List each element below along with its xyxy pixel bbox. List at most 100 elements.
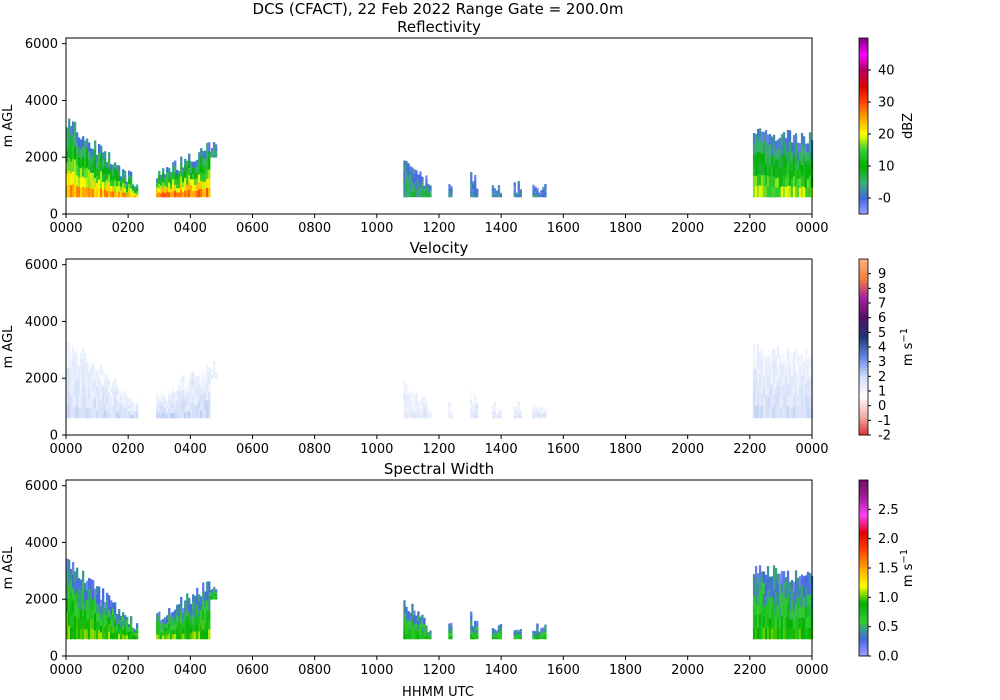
heatmap-cell	[209, 375, 212, 378]
heatmap-cell	[491, 191, 495, 194]
heatmap-cell	[784, 157, 788, 168]
heatmap-cell	[116, 406, 119, 413]
heatmap-cell	[124, 394, 127, 400]
heatmap-cell	[407, 615, 410, 621]
heatmap-cell	[413, 624, 416, 630]
heatmap-cell	[116, 394, 119, 401]
heatmap-cell	[470, 399, 473, 405]
heatmap-cell	[798, 354, 802, 366]
heatmap-cell	[766, 578, 770, 591]
colorbar-step	[859, 314, 868, 319]
heatmap-cell	[808, 366, 812, 378]
heatmap-cell	[184, 384, 187, 390]
heatmap-cell	[497, 189, 501, 192]
heatmap-cell	[84, 150, 87, 160]
heatmap-cell	[96, 630, 99, 640]
heatmap-cell	[174, 614, 177, 620]
heatmap-cell	[513, 416, 516, 419]
heatmap-cell	[90, 599, 93, 610]
heatmap-cell	[790, 580, 794, 591]
heatmap-cell	[768, 155, 772, 166]
heatmap-cell	[802, 370, 806, 381]
heatmap-cell	[200, 379, 203, 388]
heatmap-cell	[470, 390, 473, 396]
heatmap-cell	[184, 165, 187, 172]
heatmap-cell	[106, 410, 109, 419]
heatmap-cell	[415, 174, 418, 180]
colorbar-step	[859, 506, 868, 510]
heatmap-cell	[172, 611, 175, 617]
colorbar-step	[859, 52, 868, 56]
heatmap-cell	[448, 401, 451, 405]
heatmap-cell	[534, 405, 537, 409]
heatmap-cell	[86, 390, 89, 400]
heatmap-cell	[778, 584, 782, 596]
heatmap-cell	[186, 616, 189, 624]
x-tick-label: 1400	[485, 221, 518, 236]
colorbar-step	[859, 355, 868, 360]
heatmap-cell	[780, 375, 784, 387]
colorbar-step	[859, 399, 868, 404]
heatmap-cell	[421, 614, 424, 619]
heatmap-cell	[211, 589, 214, 592]
heatmap-cell	[798, 386, 802, 398]
heatmap-cell	[94, 588, 97, 598]
heatmap-cell	[160, 620, 163, 624]
heatmap-cell	[168, 613, 171, 619]
heatmap-cell	[206, 629, 209, 640]
heatmap-cell	[515, 416, 518, 419]
heatmap-cell	[112, 411, 115, 419]
heatmap-cell	[515, 196, 518, 198]
heatmap-cell	[423, 193, 426, 196]
colorbar-step	[859, 184, 868, 188]
heatmap-cell	[407, 389, 410, 395]
heatmap-cell	[126, 189, 129, 193]
heatmap-cell	[208, 392, 211, 402]
heatmap-cell	[126, 194, 129, 198]
heatmap-cell	[770, 146, 774, 157]
heatmap-cell	[790, 376, 794, 388]
heatmap-cell	[94, 398, 97, 409]
heatmap-cell	[798, 618, 802, 629]
heatmap-cell	[804, 161, 808, 171]
heatmap-cell	[66, 380, 69, 393]
heatmap-cell	[78, 147, 81, 158]
heatmap-cell	[88, 608, 91, 619]
heatmap-cell	[429, 187, 432, 190]
heatmap-cell	[796, 142, 800, 152]
heatmap-cell	[532, 406, 535, 409]
heatmap-cell	[166, 177, 169, 183]
heatmap-cell	[114, 398, 117, 406]
heatmap-cell	[200, 596, 203, 604]
heatmap-cell	[788, 152, 792, 164]
heatmap-cell	[208, 187, 211, 198]
heatmap-cell	[174, 634, 177, 640]
heatmap-cell	[534, 195, 537, 198]
heatmap-cell	[405, 617, 408, 624]
heatmap-cell	[174, 629, 177, 635]
heatmap-cell	[211, 147, 214, 150]
heatmap-cell	[98, 394, 101, 403]
heatmap-cell	[802, 408, 806, 419]
heatmap-cell	[110, 407, 113, 414]
heatmap-cell	[90, 407, 93, 419]
heatmap-cell	[517, 637, 520, 640]
heatmap-cell	[782, 605, 786, 617]
heatmap-cell	[136, 194, 139, 198]
heatmap-cell	[182, 192, 185, 198]
heatmap-cell	[513, 636, 516, 638]
x-tick-label: 1200	[422, 663, 455, 678]
heatmap-cell	[200, 180, 203, 190]
heatmap-cell	[513, 194, 516, 198]
heatmap-cell	[128, 397, 131, 402]
heatmap-cell	[411, 401, 414, 406]
heatmap-cell	[192, 371, 195, 380]
heatmap-cell	[98, 595, 101, 605]
heatmap-cell	[421, 397, 424, 401]
heatmap-cell	[534, 412, 537, 415]
heatmap-cell	[96, 189, 99, 198]
heatmap-cell	[130, 408, 133, 412]
heatmap-cell	[206, 591, 209, 601]
